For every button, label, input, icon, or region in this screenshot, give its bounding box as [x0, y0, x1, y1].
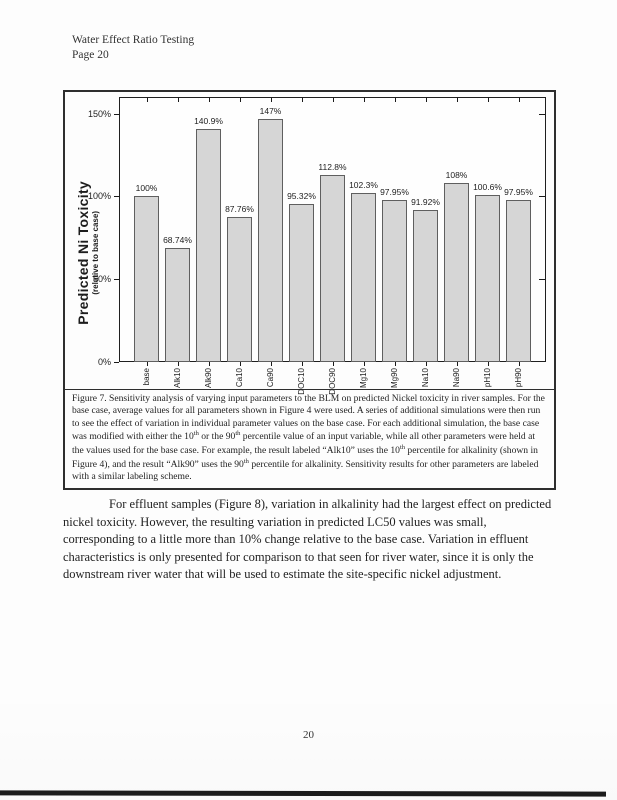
- bar-Na10: [413, 209, 438, 362]
- axis-tick: [518, 362, 520, 366]
- axis-tick: [539, 279, 545, 281]
- axis-tick: [518, 97, 520, 102]
- bar-DOC90: [320, 175, 345, 362]
- axis-tick: [425, 362, 427, 366]
- axis-tick: [394, 97, 396, 102]
- bar-value-label: 91.92%: [411, 196, 440, 207]
- page-number: 20: [303, 729, 314, 741]
- figure-caption: Figure 7. Sensitivity analysis of varyin…: [65, 389, 554, 488]
- axis-tick: [425, 97, 427, 102]
- axis-tick: [270, 97, 272, 102]
- axis-tick: [114, 279, 119, 281]
- axis-tick: [487, 362, 489, 366]
- bar-value-label: 147%: [259, 105, 282, 116]
- axis-tick: [177, 97, 179, 102]
- body-paragraph: For effluent samples (Figure 8), variati…: [63, 497, 552, 581]
- axis-tick: [239, 97, 241, 102]
- bar-value-label: 112.8%: [318, 162, 347, 173]
- y-axis-title: Predicted Ni Toxicity: [75, 180, 91, 325]
- axis-tick: [332, 97, 334, 102]
- axis-tick: [301, 362, 303, 366]
- bar-value-label: 108%: [445, 170, 468, 181]
- header-title: Water Effect Ratio Testing: [72, 34, 195, 46]
- axis-tick: [539, 113, 545, 115]
- axis-tick: [114, 113, 119, 115]
- bar-Alk90: [196, 128, 221, 362]
- bar-value-label: 68.74%: [163, 235, 192, 246]
- header-page-label: Page 20: [72, 48, 109, 61]
- axis-tick: [239, 362, 241, 366]
- bar-Alk10: [165, 248, 190, 362]
- bar-Na90: [444, 183, 469, 362]
- bar-value-label: 87.76%: [225, 203, 254, 214]
- ytick-label: 50%: [92, 274, 111, 285]
- axis-tick: [270, 362, 272, 366]
- xtick-label: base: [141, 368, 151, 386]
- page-header: Water Effect Ratio Testing Page 20: [72, 33, 194, 62]
- xtick-label: Mg10: [358, 368, 368, 389]
- xtick-label: Na10: [420, 368, 430, 388]
- axis-tick: [301, 97, 303, 102]
- figure-7-box: Predicted Ni Toxicity (relative to base …: [63, 90, 556, 490]
- xtick-label: Mg90: [389, 368, 399, 389]
- xtick-label: pH10: [482, 368, 492, 388]
- bar-Ca10: [227, 216, 252, 362]
- ytick-label: 0%: [97, 357, 111, 367]
- axis-tick: [363, 362, 365, 366]
- axis-tick: [332, 362, 334, 366]
- axis-tick: [177, 362, 179, 366]
- axis-tick: [146, 97, 148, 102]
- xtick-label: Ca90: [265, 368, 275, 388]
- axis-tick: [114, 362, 119, 363]
- axis-tick: [363, 97, 365, 102]
- bar-Mg10: [351, 192, 376, 362]
- bar-value-label: 95.32%: [287, 191, 316, 202]
- sensitivity-bar-chart: Predicted Ni Toxicity (relative to base …: [65, 92, 554, 395]
- xtick-label: DOC90: [327, 368, 337, 395]
- bar-value-label: 100%: [135, 183, 158, 194]
- axis-tick: [208, 97, 210, 102]
- bar-value-label: 100.6%: [473, 182, 502, 193]
- axis-tick: [487, 97, 489, 102]
- xtick-label: pH90: [513, 368, 523, 388]
- bar-pH10: [475, 195, 500, 362]
- xtick-label: Alk10: [172, 368, 182, 389]
- bar-Ca90: [258, 118, 283, 362]
- xtick-label: Na90: [451, 368, 461, 388]
- ytick-label: 100%: [87, 191, 111, 202]
- bar-value-label: 97.95%: [380, 186, 409, 197]
- bar-value-label: 102.3%: [349, 179, 378, 190]
- scan-artifact-wash: [0, 690, 617, 800]
- xtick-label: Alk90: [203, 368, 213, 389]
- axis-tick: [208, 362, 210, 366]
- xtick-label: DOC10: [296, 368, 306, 395]
- xtick-label: Ca10: [234, 368, 244, 388]
- bar-Mg90: [382, 199, 407, 362]
- bar-value-label: 140.9%: [194, 115, 223, 126]
- y-axis-title-group: Predicted Ni Toxicity (relative to base …: [75, 160, 100, 345]
- axis-tick: [456, 362, 458, 366]
- scan-artifact-edge: [0, 790, 607, 797]
- axis-tick: [394, 362, 396, 366]
- bar-DOC10: [289, 204, 314, 362]
- axis-tick: [539, 196, 545, 198]
- bar-pH90: [506, 199, 531, 362]
- bar-value-label: 97.95%: [504, 186, 533, 197]
- axis-tick: [146, 362, 148, 366]
- axis-tick: [114, 196, 119, 198]
- bar-base: [134, 196, 159, 362]
- ytick-label: 150%: [87, 108, 111, 119]
- axis-tick: [456, 97, 458, 102]
